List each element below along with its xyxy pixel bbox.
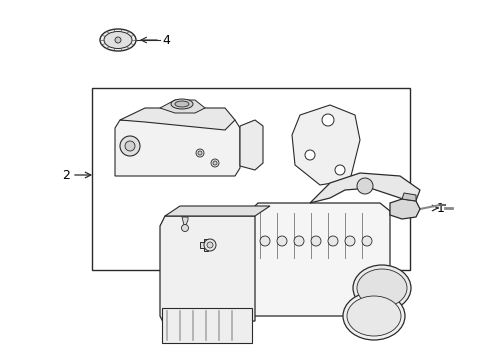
Circle shape	[181, 225, 189, 231]
Circle shape	[211, 159, 219, 167]
Ellipse shape	[104, 32, 132, 49]
Circle shape	[335, 165, 345, 175]
Circle shape	[305, 150, 315, 160]
Circle shape	[204, 239, 216, 251]
Polygon shape	[240, 120, 263, 170]
Polygon shape	[310, 173, 420, 203]
Circle shape	[362, 236, 372, 246]
Polygon shape	[402, 193, 416, 201]
Circle shape	[207, 242, 213, 248]
Circle shape	[213, 161, 217, 165]
Circle shape	[277, 236, 287, 246]
Ellipse shape	[357, 269, 407, 307]
Polygon shape	[390, 199, 420, 219]
Text: 4: 4	[162, 33, 170, 46]
Circle shape	[260, 236, 270, 246]
Circle shape	[311, 236, 321, 246]
Polygon shape	[292, 105, 360, 185]
Polygon shape	[162, 308, 252, 343]
Bar	[92, 88, 410, 270]
Polygon shape	[160, 100, 205, 113]
Ellipse shape	[343, 292, 405, 340]
Ellipse shape	[175, 101, 189, 107]
Polygon shape	[115, 120, 240, 176]
Circle shape	[196, 149, 204, 157]
Text: 2: 2	[62, 168, 70, 181]
Ellipse shape	[347, 296, 401, 336]
Circle shape	[198, 151, 202, 155]
Polygon shape	[160, 216, 255, 326]
Circle shape	[328, 236, 338, 246]
Circle shape	[322, 114, 334, 126]
Polygon shape	[165, 206, 270, 216]
Circle shape	[120, 136, 140, 156]
Polygon shape	[200, 239, 208, 251]
Polygon shape	[250, 203, 390, 316]
Ellipse shape	[100, 29, 136, 51]
Text: 1: 1	[437, 202, 445, 215]
Polygon shape	[120, 108, 235, 130]
Circle shape	[125, 141, 135, 151]
Circle shape	[115, 37, 121, 43]
Circle shape	[357, 178, 373, 194]
Ellipse shape	[171, 99, 193, 109]
Circle shape	[345, 236, 355, 246]
Ellipse shape	[353, 265, 411, 311]
Circle shape	[294, 236, 304, 246]
Polygon shape	[182, 217, 188, 225]
Text: 3: 3	[165, 239, 173, 252]
